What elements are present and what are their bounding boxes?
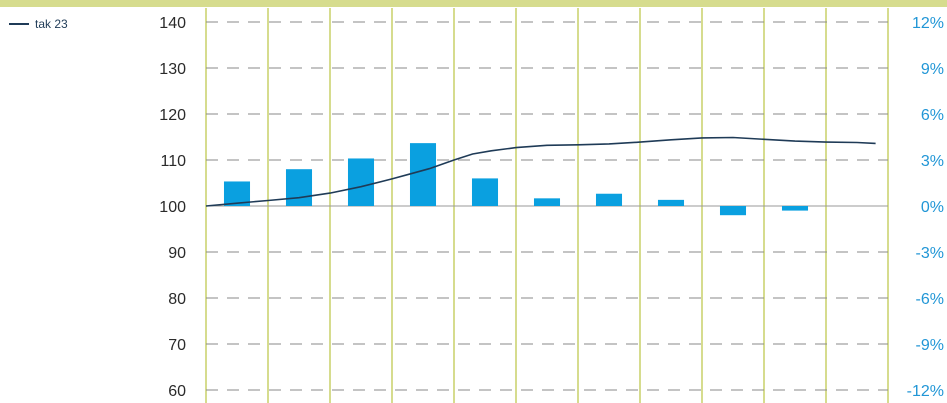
right-axis: 12% 9% 6% 3% 0% -3% -6% -9% -12% (907, 15, 944, 400)
legend-label: tak 23 (35, 17, 68, 31)
bar (285, 169, 313, 206)
bar (533, 198, 561, 206)
top-accent-band (0, 0, 947, 7)
left-tick-label: 110 (160, 153, 186, 170)
legend-line-swatch (9, 23, 29, 25)
bar (409, 143, 437, 206)
right-tick-label: 9% (921, 61, 944, 78)
bar (595, 193, 623, 206)
right-tick-label: 12% (912, 15, 944, 32)
bar (347, 158, 375, 206)
left-tick-label: 120 (159, 107, 186, 124)
right-tick-label: -3% (916, 245, 944, 262)
horizontal-grid (206, 21, 888, 391)
right-tick-label: 3% (921, 153, 944, 170)
right-tick-label: -12% (907, 383, 944, 400)
line-series (205, 136, 876, 207)
right-tick-label: 0% (921, 199, 944, 216)
left-tick-label: 70 (168, 337, 186, 354)
bar (657, 199, 685, 206)
left-tick-label: 80 (168, 291, 186, 308)
bar (719, 206, 747, 216)
left-axis: 140 130 120 110 100 90 80 70 60 (159, 15, 186, 400)
legend: tak 23 (9, 17, 68, 31)
bar (781, 206, 809, 211)
left-tick-label: 100 (159, 199, 186, 216)
left-tick-label: 60 (168, 383, 186, 400)
right-tick-label: -9% (916, 337, 944, 354)
left-tick-label: 140 (159, 15, 186, 32)
left-tick-label: 90 (168, 245, 186, 262)
right-tick-label: 6% (921, 107, 944, 124)
bar (471, 178, 499, 206)
left-tick-label: 130 (159, 61, 186, 78)
line-tak-23 (205, 136, 876, 207)
right-tick-label: -6% (916, 291, 944, 308)
